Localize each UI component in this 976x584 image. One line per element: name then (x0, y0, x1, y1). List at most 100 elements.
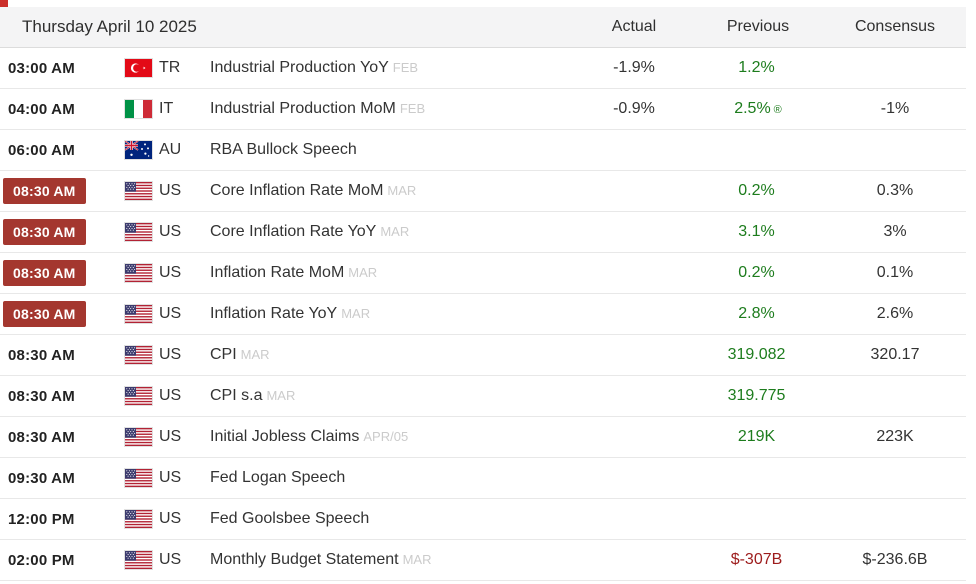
us-flag-icon (125, 510, 152, 528)
country-cell[interactable]: US (125, 428, 210, 446)
event-time-cell: 03:00 AM (0, 56, 125, 81)
country-flag (125, 387, 152, 405)
consensus-value: 0.1% (876, 264, 914, 281)
event-cell[interactable]: Fed Logan Speech (210, 469, 576, 487)
column-header-previous: Previous (726, 18, 790, 35)
event-period-tag: FEB (392, 60, 419, 75)
calendar-event-row[interactable]: 08:30 AM US Inf (0, 253, 966, 294)
event-time-cell: 08:30 AM (0, 219, 125, 245)
event-cell[interactable]: Industrial Production YoY FEB (210, 59, 576, 77)
event-period-tag: APR/05 (363, 429, 409, 444)
calendar-event-row[interactable]: 02:00 PM US Mon (0, 540, 966, 581)
previous-cell: 2.8% (692, 305, 824, 323)
event-time-cell: 06:00 AM (0, 138, 125, 163)
calendar-event-row[interactable]: 08:30 AM US CPI (0, 335, 966, 376)
us-flag-icon (125, 551, 152, 569)
previous-cell: 0.2% (692, 264, 824, 282)
event-cell[interactable]: Inflation Rate MoM MAR (210, 264, 576, 282)
event-cell[interactable]: Core Inflation Rate YoY MAR (210, 223, 576, 241)
event-name[interactable]: Fed Logan Speech (210, 469, 346, 486)
event-cell[interactable]: CPI MAR (210, 346, 576, 364)
calendar-event-row[interactable]: 06:00 AM AU RBA Bullock Speech (0, 130, 966, 171)
event-time: 09:30 AM (8, 469, 75, 487)
event-time: 08:30 AM (8, 387, 75, 405)
event-name[interactable]: Initial Jobless Claims (210, 428, 360, 445)
country-cell[interactable]: US (125, 305, 210, 323)
economic-calendar-table: Thursday April 10 2025 Actual Previous C… (0, 7, 966, 581)
calendar-event-row[interactable]: 03:00 AM TR Industrial Production YoY FEB… (0, 48, 966, 89)
event-name[interactable]: Monthly Budget Statement (210, 551, 399, 568)
previous-cell (692, 469, 824, 487)
calendar-event-row[interactable]: 08:30 AM US Cor (0, 171, 966, 212)
country-cell[interactable]: US (125, 182, 210, 200)
consensus-value: $-236.6B (862, 551, 928, 568)
previous-value: 3.1% (738, 223, 775, 240)
turkey-flag-icon (125, 59, 152, 77)
event-cell[interactable]: Fed Goolsbee Speech (210, 510, 576, 528)
event-time: 06:00 AM (8, 141, 75, 159)
country-flag (125, 346, 152, 364)
australia-flag-icon (125, 141, 152, 159)
event-name[interactable]: Industrial Production MoM (210, 100, 396, 117)
event-cell[interactable]: Industrial Production MoM FEB (210, 100, 576, 118)
previous-cell: 2.5% ® (692, 100, 824, 118)
event-cell[interactable]: Core Inflation Rate MoM MAR (210, 182, 576, 200)
country-cell[interactable]: IT (125, 100, 210, 118)
calendar-event-row[interactable]: 08:30 AM US Cor (0, 212, 966, 253)
country-flag (125, 100, 152, 118)
event-name[interactable]: RBA Bullock Speech (210, 141, 357, 158)
event-time: 08:30 AM (8, 346, 75, 364)
event-cell[interactable]: CPI s.a MAR (210, 387, 576, 405)
event-name[interactable]: Inflation Rate YoY (210, 305, 338, 322)
us-flag-icon (125, 305, 152, 323)
event-cell[interactable]: Initial Jobless Claims APR/05 (210, 428, 576, 446)
event-name[interactable]: Inflation Rate MoM (210, 264, 345, 281)
event-time: 03:00 AM (8, 59, 75, 77)
event-period-tag: MAR (240, 347, 270, 362)
country-cell[interactable]: US (125, 469, 210, 487)
country-cell[interactable]: TR (125, 59, 210, 77)
event-name[interactable]: Industrial Production YoY (210, 59, 389, 76)
column-header-consensus: Consensus (854, 18, 936, 35)
previous-cell: 1.2% (692, 59, 824, 77)
country-cell[interactable]: US (125, 387, 210, 405)
previous-cell (692, 141, 824, 159)
country-flag (125, 223, 152, 241)
country-cell[interactable]: US (125, 551, 210, 569)
actual-value: -1.9% (613, 59, 655, 76)
event-name[interactable]: Core Inflation Rate YoY (210, 223, 377, 240)
consensus-value: 0.3% (876, 182, 914, 199)
previous-cell: 319.775 (692, 387, 824, 405)
calendar-event-row[interactable]: 08:30 AM US Inf (0, 294, 966, 335)
calendar-event-row[interactable]: 04:00 AM IT Industrial Production MoM FEB… (0, 89, 966, 130)
previous-value: 0.2% (738, 264, 775, 281)
event-cell[interactable]: Inflation Rate YoY MAR (210, 305, 576, 323)
country-flag (125, 264, 152, 282)
country-cell[interactable]: US (125, 264, 210, 282)
calendar-event-row[interactable]: 09:30 AM US Fed (0, 458, 966, 499)
calendar-event-row[interactable]: 08:30 AM US CPI (0, 376, 966, 417)
previous-cell: $-307B (692, 551, 824, 569)
event-name[interactable]: CPI s.a (210, 387, 263, 404)
event-name[interactable]: CPI (210, 346, 237, 363)
previous-cell: 219K (692, 428, 824, 446)
country-cell[interactable]: AU (125, 141, 210, 159)
event-name[interactable]: Fed Goolsbee Speech (210, 510, 370, 527)
calendar-event-row[interactable]: 12:00 PM US Fed (0, 499, 966, 540)
event-cell[interactable]: RBA Bullock Speech (210, 141, 576, 159)
event-cell[interactable]: Monthly Budget Statement MAR (210, 551, 576, 569)
calendar-event-row[interactable]: 08:30 AM US Ini (0, 417, 966, 458)
country-flag (125, 182, 152, 200)
country-cell[interactable]: US (125, 346, 210, 364)
event-time: 04:00 AM (8, 100, 75, 118)
country-flag (125, 141, 152, 159)
event-time: 02:00 PM (8, 551, 75, 569)
country-cell[interactable]: US (125, 223, 210, 241)
country-cell[interactable]: US (125, 510, 210, 528)
event-time-cell: 08:30 AM (0, 301, 125, 327)
previous-value: 2.8% (738, 305, 775, 322)
country-code: US (159, 551, 182, 568)
top-margin (0, 0, 976, 7)
event-name[interactable]: Core Inflation Rate MoM (210, 182, 384, 199)
country-code: US (159, 305, 182, 322)
